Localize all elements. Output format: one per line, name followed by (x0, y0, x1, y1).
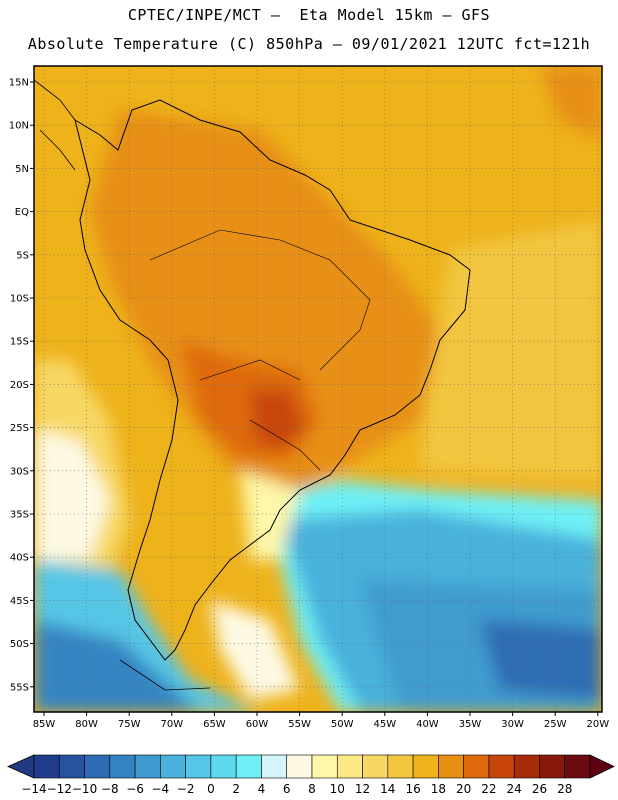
lon-label: 75W (118, 719, 141, 730)
lat-label: 15S (10, 337, 29, 348)
colorbar-label: 4 (258, 782, 266, 796)
lon-label: 50W (331, 719, 354, 730)
colorbar-label: −10 (72, 782, 97, 796)
colorbar-swatch (564, 754, 591, 779)
lat-lon-grid (34, 66, 602, 712)
lat-label: 5N (15, 164, 29, 175)
colorbar-label: 26 (532, 782, 547, 796)
colorbar-label: −14 (21, 782, 46, 796)
colorbar-swatch (84, 754, 111, 779)
lat-label: 50S (10, 639, 29, 650)
lat-label: 35S (10, 510, 29, 521)
colorbar-label: 24 (507, 782, 522, 796)
colorbar-swatch (438, 754, 464, 779)
colorbar-labels: −14 −12 −10 −8 −6 −4 −2 0 2 4 6 8 10 12 14 16 18 20 22 24 26… (21, 782, 572, 796)
colorbar-swatch (109, 754, 136, 779)
colorbar-label: 6 (283, 782, 291, 796)
colorbar-swatch (286, 754, 313, 779)
lat-label: 30S (10, 466, 29, 477)
colorbar-swatch (134, 754, 161, 779)
longitude-labels: 85W 80W 75W 70W 65W 60W 55W 50W 45W 40W 35W 30W 25W 2… (33, 712, 609, 730)
colorbar-label: 14 (380, 782, 395, 796)
map-frame (33, 65, 603, 713)
colorbar-label: 0 (207, 782, 215, 796)
coastline (34, 79, 471, 691)
colorbar-swatch (362, 754, 389, 779)
colorbar-label: −12 (47, 782, 72, 796)
colorbar-swatch (336, 754, 363, 779)
lon-label: 40W (416, 719, 439, 730)
colorbar-swatch (235, 754, 262, 779)
lon-label: 70W (160, 719, 183, 730)
colorbar-swatch (539, 754, 566, 779)
lat-label: 5S (16, 250, 29, 261)
title-line-2: Absolute Temperature (C) 850hPa – 09/01/… (27, 35, 591, 53)
lat-label: 10S (10, 294, 29, 305)
lat-label: 45S (10, 596, 29, 607)
colorbar-label: 12 (355, 782, 370, 796)
colorbar-label: 10 (330, 782, 345, 796)
lon-label: 65W (203, 719, 226, 730)
lat-label: 25S (10, 423, 29, 434)
colorbar-swatch (261, 754, 288, 779)
lat-label: 20S (10, 380, 29, 391)
colorbar-label: −4 (152, 782, 170, 796)
lon-label: 80W (75, 719, 98, 730)
title-line-1: CPTEC/INPE/MCT – Eta Model 15km – GFS (127, 6, 491, 24)
colorbar-swatch (463, 754, 490, 779)
colorbar-swatch (412, 754, 439, 779)
lat-label: EQ (15, 207, 29, 218)
colorbar-label: 16 (405, 782, 420, 796)
lon-label: 55W (288, 719, 311, 730)
colorbar-under-arrow (7, 754, 35, 779)
colorbar-swatch (311, 754, 338, 779)
colorbar-swatch (185, 754, 212, 779)
colorbar-swatch (513, 754, 540, 779)
colorbar-swatch (58, 754, 85, 779)
colorbar-label: 2 (232, 782, 240, 796)
lat-label: 55S (10, 682, 29, 693)
colorbar-label: −8 (101, 782, 119, 796)
colorbar-label: −6 (126, 782, 144, 796)
lat-label: 15N (9, 78, 29, 89)
lon-label: 20W (586, 719, 609, 730)
temperature-field (34, 66, 602, 712)
colorbar-label: 8 (308, 782, 316, 796)
lon-label: 35W (459, 719, 482, 730)
lon-label: 60W (246, 719, 269, 730)
colorbar-swatch (387, 754, 414, 779)
lon-label: 30W (501, 719, 524, 730)
lat-label: 10N (9, 121, 29, 132)
latitude-labels: 15N 10N 5N EQ 5S 10S 15S 20S 25S 30S 35S 40S 45S 50S 5… (9, 78, 34, 693)
colorbar-label: 28 (557, 782, 572, 796)
lat-label: 40S (10, 553, 29, 564)
colorbar-label: 18 (431, 782, 446, 796)
colorbar-label: 20 (456, 782, 471, 796)
lon-label: 85W (33, 719, 56, 730)
colorbar-over-arrow (589, 754, 615, 779)
colorbar-label: 22 (481, 782, 496, 796)
colorbar-label: −2 (177, 782, 195, 796)
lon-label: 45W (373, 719, 396, 730)
lon-label: 25W (544, 719, 567, 730)
colorbar-swatch (160, 754, 186, 779)
colorbar-swatch (33, 754, 60, 779)
colorbar-swatch (210, 754, 237, 779)
colorbar-swatch (488, 754, 515, 779)
colorbar (7, 754, 615, 779)
